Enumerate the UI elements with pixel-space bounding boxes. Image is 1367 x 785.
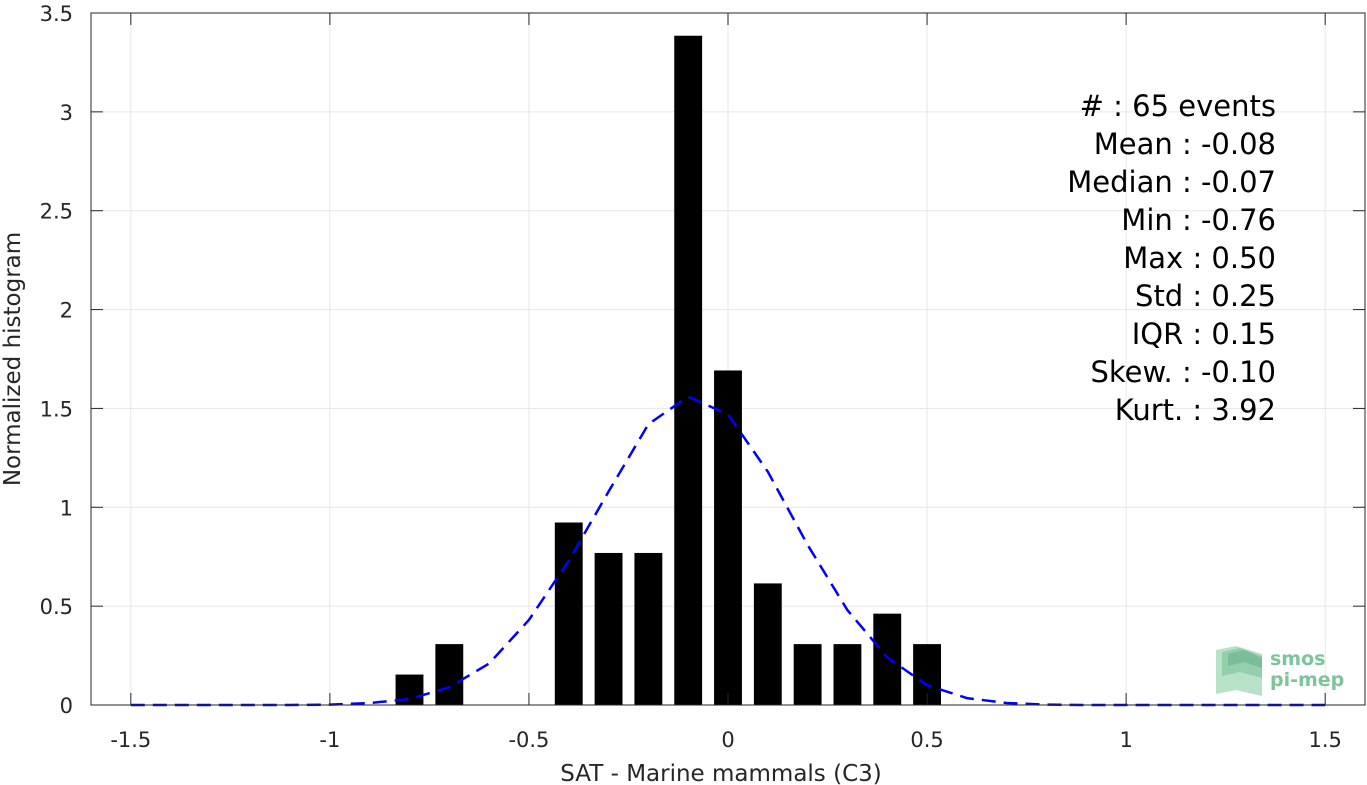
- histogram-bar: [674, 35, 703, 706]
- stat-line: Std : 0.25: [1135, 279, 1276, 313]
- y-axis-label: Normalized histogram: [0, 232, 26, 486]
- x-axis-label: SAT - Marine mammals (C3): [560, 761, 882, 785]
- x-tick-label: -1.5: [110, 728, 151, 752]
- histogram-bar: [714, 370, 742, 705]
- logo-text-pi-mep: pi-mep: [1270, 669, 1344, 691]
- histogram-bar: [873, 613, 902, 705]
- x-tick-label: 1: [1119, 728, 1132, 752]
- logo-wave-icon: [1216, 646, 1262, 696]
- stat-line: Kurt. : 3.92: [1115, 393, 1276, 427]
- stat-line: Mean : -0.08: [1094, 127, 1276, 161]
- x-tick-label: 0.5: [910, 728, 943, 752]
- x-tick-labels: -1.5 -1 -0.5 0 0.5 1 1.5: [110, 728, 1342, 752]
- y-tick-label: 3.5: [40, 2, 73, 26]
- x-tick-label: 1.5: [1308, 728, 1341, 752]
- stat-line: # : 65 events: [1080, 89, 1276, 123]
- x-tick-label: -0.5: [508, 728, 549, 752]
- stat-line: Min : -0.76: [1121, 203, 1276, 237]
- axis-ticks: [91, 12, 1365, 706]
- stats-annotation: # : 65 events Mean : -0.08 Median : -0.07 M…: [1067, 89, 1276, 427]
- histogram-bar: [793, 644, 822, 705]
- histogram-bar: [833, 644, 862, 705]
- stat-line: Median : -0.07: [1067, 165, 1276, 199]
- y-tick-label: 2: [60, 299, 73, 323]
- histogram-bars: [395, 35, 941, 706]
- x-tick-label: 0: [721, 728, 734, 752]
- y-tick-labels: 0 0.5 1 1.5 2 2.5 3 3.5: [40, 2, 73, 718]
- stat-line: Max : 0.50: [1123, 241, 1276, 275]
- stat-line: Skew. : -0.10: [1090, 355, 1276, 389]
- logo-text-smos: smos: [1270, 648, 1325, 670]
- histogram-bar: [753, 583, 782, 705]
- histogram-bar: [554, 522, 583, 705]
- y-tick-label: 2.5: [40, 200, 73, 224]
- y-tick-label: 0.5: [40, 595, 73, 619]
- y-tick-label: 0: [60, 694, 73, 718]
- y-tick-label: 1: [60, 496, 73, 520]
- smos-pi-mep-logo: smos pi-mep: [1216, 646, 1344, 696]
- histogram-bar: [594, 552, 623, 705]
- y-tick-label: 1.5: [40, 397, 73, 421]
- x-tick-label: -1: [319, 728, 340, 752]
- histogram-bar: [435, 644, 464, 705]
- stat-line: IQR : 0.15: [1132, 317, 1276, 351]
- histogram-bar: [634, 552, 663, 705]
- y-tick-label: 3: [60, 101, 73, 125]
